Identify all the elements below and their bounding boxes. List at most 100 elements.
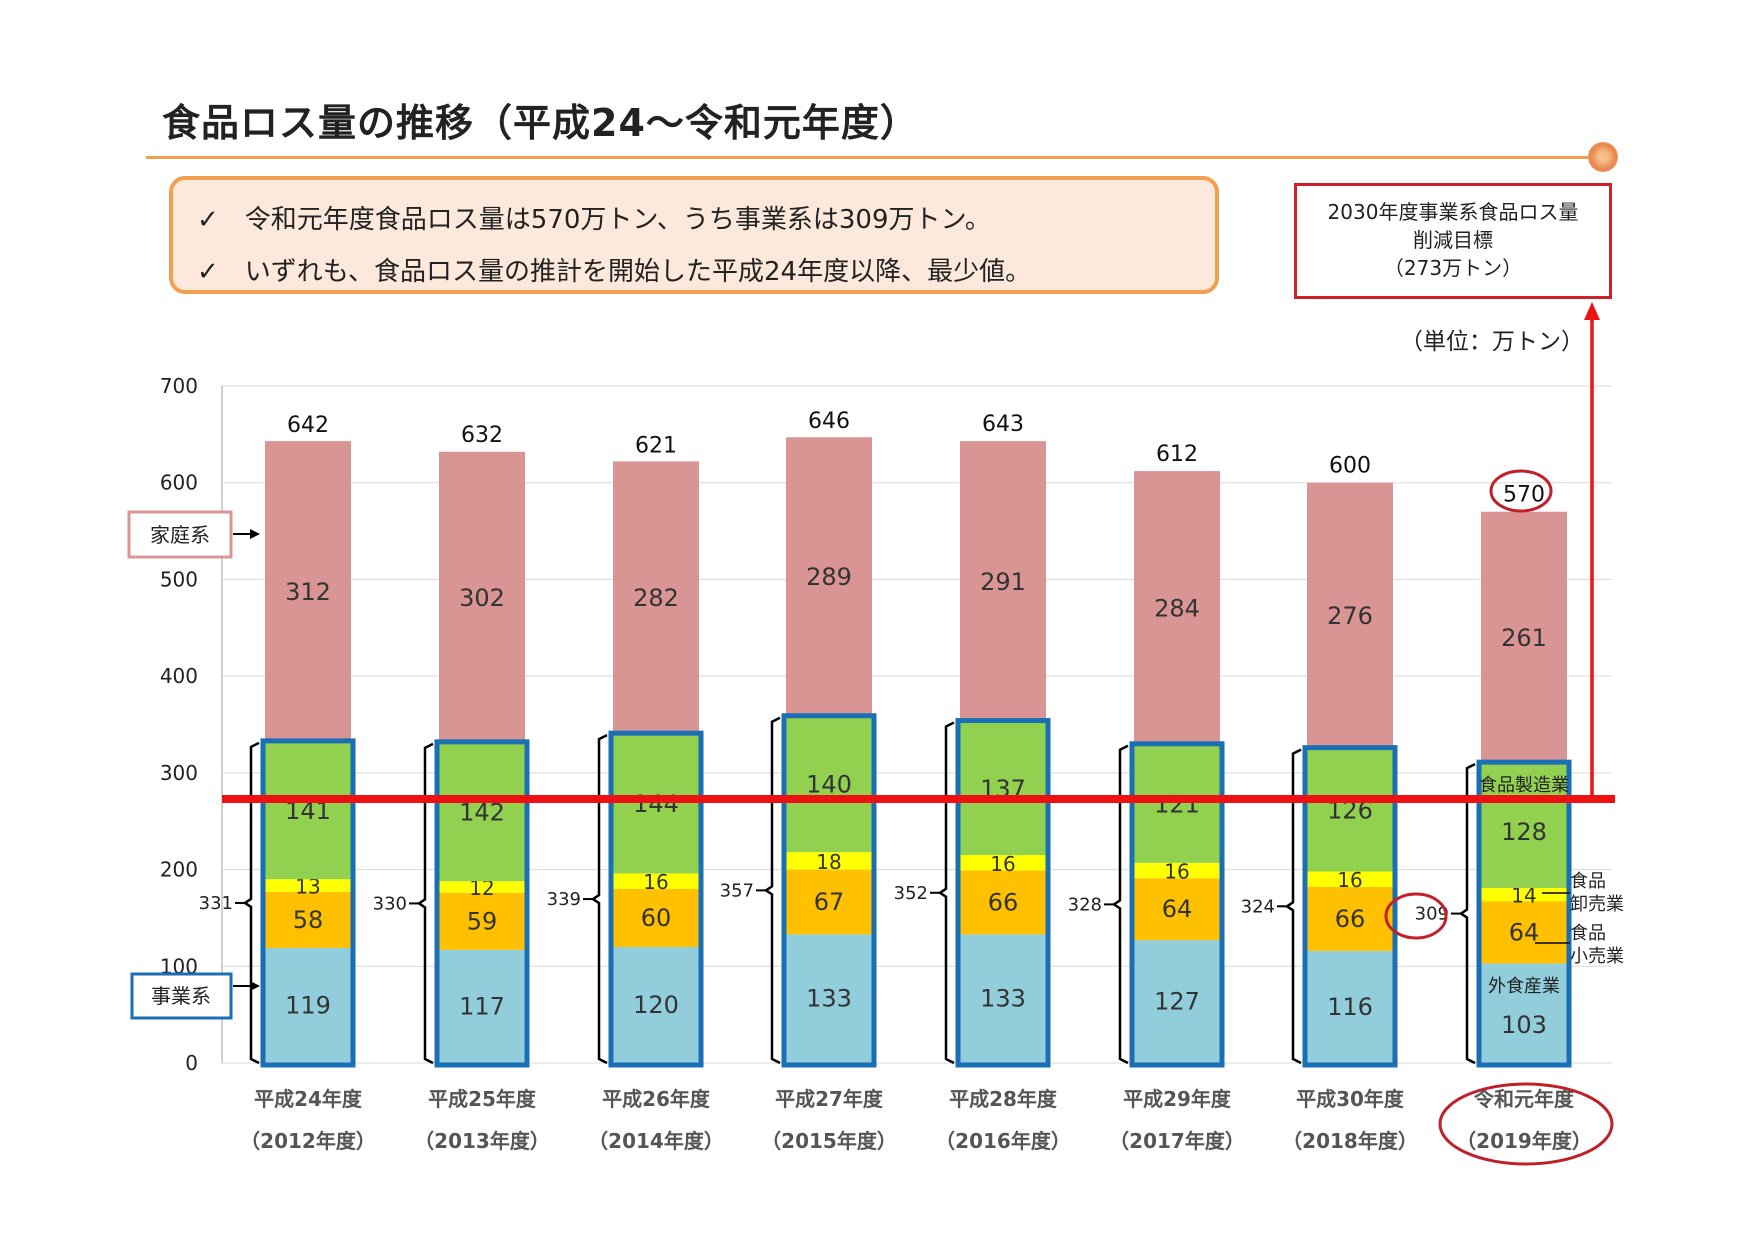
x-tick-label: （2019年度）: [1456, 1129, 1592, 1153]
y-tick-label: 500: [160, 567, 198, 591]
bar-segment-manufacturing: [960, 722, 1046, 856]
bar-segment-food-service: [1134, 940, 1220, 1063]
brace: [1458, 763, 1476, 1065]
bar-segment-retail: [1307, 886, 1393, 951]
data-label: 67: [814, 888, 845, 916]
bar-segment-retail: [265, 891, 351, 948]
x-tick-label: （2013年度）: [414, 1129, 550, 1153]
x-tick-label: （2016年度）: [935, 1129, 1071, 1153]
data-label: 127: [1154, 988, 1200, 1016]
business-outline: [1476, 759, 1572, 1068]
bar-segment-manufacturing: [1481, 764, 1567, 888]
total-label: 570: [1503, 483, 1545, 508]
total-label: 632: [461, 423, 503, 448]
bar-segment-food-service: [1481, 963, 1567, 1063]
bar-segment-wholesale: [960, 855, 1046, 871]
x-tick-label: （2015年度）: [761, 1129, 897, 1153]
target-line3: （273万トン）: [1383, 256, 1523, 280]
data-label: 16: [1337, 868, 1362, 892]
x-tick-label: 令和元年度: [1474, 1087, 1575, 1111]
data-label: 312: [285, 578, 331, 606]
business-total-label: 357: [720, 880, 754, 901]
x-tick-label: （2017年度）: [1109, 1129, 1245, 1153]
data-label: 276: [1327, 602, 1373, 630]
y-tick-label: 700: [160, 374, 198, 398]
data-label: 64: [1162, 895, 1193, 923]
data-label: 289: [806, 563, 852, 591]
x-tick-label: 平成28年度: [949, 1087, 1058, 1111]
business-outline: [260, 738, 356, 1068]
business-outline: [1302, 745, 1398, 1068]
business-total-label: 309: [1415, 904, 1449, 925]
x-tick-label: （2014年度）: [588, 1129, 724, 1153]
y-tick-label: 200: [160, 858, 198, 882]
summary-text: 令和元年度食品ロス量は570万トン、うち事業系は309万トン。: [244, 205, 991, 235]
total-label: 621: [635, 433, 677, 458]
business-outline: [955, 718, 1051, 1068]
data-label: 120: [633, 991, 679, 1019]
title-underline: [146, 156, 1600, 159]
bar-segment-household: [1134, 471, 1220, 746]
brace: [416, 742, 434, 1065]
total-label: 643: [982, 412, 1024, 437]
business-label: 事業系: [151, 984, 211, 1008]
bar-segment-food-service: [786, 934, 872, 1063]
bar-segment-manufacturing: [786, 716, 872, 853]
brace: [937, 721, 955, 1065]
x-tick-label: 平成30年度: [1296, 1087, 1405, 1111]
data-label: 133: [980, 985, 1026, 1013]
data-label: 59: [467, 907, 498, 935]
bar-segment-manufacturing: [1134, 745, 1220, 863]
data-label: 119: [285, 991, 331, 1019]
page-title: 食品ロス量の推移（平成24〜令和元年度）: [162, 101, 919, 145]
bar-segment-household: [613, 461, 699, 735]
business-outline: [1129, 741, 1225, 1068]
business-outline: [781, 713, 877, 1068]
y-tick-label: 300: [160, 761, 198, 785]
bar-segment-wholesale: [613, 873, 699, 889]
data-label: 133: [806, 985, 852, 1013]
bar-segment-wholesale: [439, 881, 525, 893]
bar-segment-retail: [1481, 901, 1567, 964]
bar-segment-household: [1481, 511, 1567, 765]
target-line1: 2030年度事業系食品ロス量: [1327, 200, 1579, 224]
data-label: 64: [1509, 918, 1540, 946]
data-label: 282: [633, 584, 679, 612]
data-label: 16: [1164, 860, 1189, 884]
bar-segment-household: [786, 437, 872, 717]
total-label: 612: [1156, 442, 1198, 467]
segment-label-food-service: 外食産業: [1488, 976, 1560, 997]
x-tick-label: （2012年度）: [240, 1129, 376, 1153]
data-label: 144: [633, 790, 679, 818]
data-label: 121: [1154, 790, 1200, 818]
bar-segment-food-service: [613, 946, 699, 1063]
arrow-head-icon: [250, 981, 260, 991]
bar-segment-retail: [613, 888, 699, 947]
segment-label-wholesale: 食品: [1570, 871, 1606, 892]
data-label: 66: [988, 888, 1019, 916]
bar-segment-food-service: [439, 949, 525, 1063]
data-label: 116: [1327, 993, 1373, 1021]
brace: [763, 716, 781, 1065]
total-label: 600: [1329, 454, 1371, 479]
target-box: 2030年度事業系食品ロス量 削減目標 （273万トン）: [1294, 183, 1612, 299]
bar-segment-food-service: [265, 947, 351, 1063]
business-total-label: 331: [199, 893, 233, 914]
business-outline: [434, 739, 530, 1068]
data-label: 284: [1154, 594, 1200, 622]
business-total-label: 339: [547, 889, 581, 910]
data-label: 261: [1501, 624, 1547, 652]
bar-segment-wholesale: [786, 852, 872, 870]
data-label: 291: [980, 568, 1026, 596]
highlight-circle-year: [1438, 1082, 1614, 1166]
summary-line: ✓ いずれも、食品ロス量の推計を開始した平成24年度以降、最少値。: [197, 246, 1191, 298]
bar-segment-household: [439, 451, 525, 744]
segment-label-retail: 食品: [1570, 923, 1606, 944]
arrow-head-icon: [250, 529, 260, 539]
flower-icon: [1588, 142, 1618, 172]
bar-segment-wholesale: [265, 879, 351, 892]
brace: [590, 734, 608, 1065]
bar-segment-wholesale: [1134, 862, 1220, 879]
highlight-circle-business: [1384, 892, 1448, 940]
